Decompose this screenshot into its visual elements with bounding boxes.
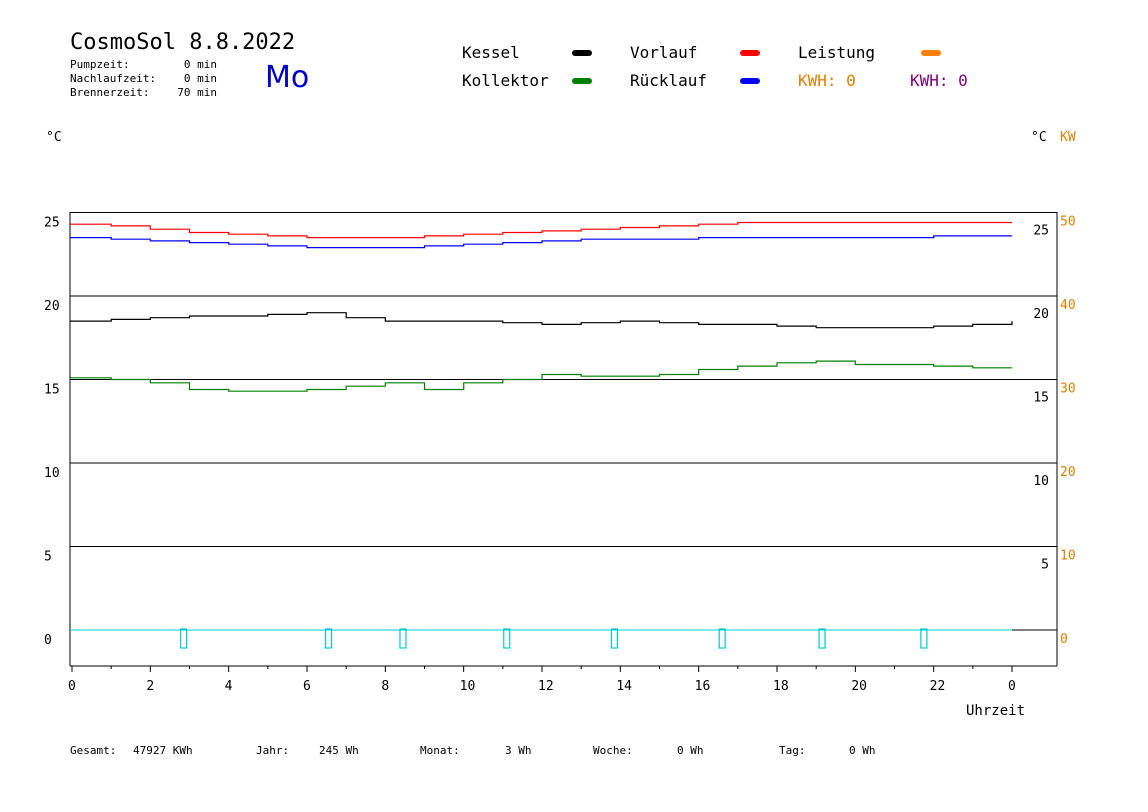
- footer-gesamt-label: Gesamt:: [70, 744, 117, 757]
- legend-kessel-label: Kessel: [462, 43, 520, 62]
- y2-tick-label: 0: [1060, 632, 1068, 647]
- stat-nachlaufzeit-value: 0 min: [183, 72, 217, 85]
- legend-ruecklauf-swatch: [740, 78, 760, 84]
- x-tick-label: 22: [930, 679, 946, 694]
- legend-vorlauf-swatch: [740, 50, 760, 56]
- pump-marker: [399, 628, 407, 649]
- y-right-tick-label: 20: [1033, 307, 1049, 322]
- y-tick-label: 15: [44, 383, 60, 398]
- right-unit-label: °C: [1031, 130, 1047, 145]
- x-tick-label: 14: [616, 679, 632, 694]
- y-right-tick-label: 10: [1033, 474, 1049, 489]
- x-tick-label: 20: [851, 679, 867, 694]
- y-tick-label: 25: [44, 216, 60, 231]
- x-tick-label: 12: [538, 679, 554, 694]
- series-line-vorlauf: [70, 221, 1012, 239]
- pump-marker: [180, 628, 188, 649]
- pump-marker: [818, 628, 826, 649]
- y-tick-label: 0: [44, 633, 52, 648]
- y-tick-label: 10: [44, 466, 60, 481]
- x-tick-label: 6: [303, 679, 311, 694]
- x-tick-label: 0: [1008, 679, 1016, 694]
- y2-tick-label: 10: [1060, 549, 1076, 564]
- stat-pumpzeit-label: Pumpzeit:: [70, 58, 130, 71]
- footer-tag-label: Tag:: [779, 744, 806, 757]
- stat-nachlaufzeit-label: Nachlaufzeit:: [70, 72, 157, 85]
- stat-brennerzeit-value: 70 min: [177, 86, 217, 99]
- x-axis-label: Uhrzeit: [966, 703, 1025, 719]
- legend-kessel-swatch: [572, 50, 592, 56]
- footer-jahr-value: 245 Wh: [319, 744, 359, 757]
- y2-tick-label: 20: [1060, 465, 1076, 480]
- y2-tick-label: 30: [1060, 382, 1076, 397]
- footer-jahr-label: Jahr:: [256, 744, 290, 757]
- y2-tick-label: 40: [1060, 298, 1076, 313]
- footer-woche-value: 0 Wh: [677, 744, 704, 757]
- chart-title: CosmoSol 8.8.2022: [70, 30, 296, 55]
- x-tick-label: 18: [773, 679, 789, 694]
- weekday-label: Mo: [265, 60, 310, 95]
- left-unit-label: °C: [46, 130, 62, 145]
- x-tick-label: 16: [695, 679, 711, 694]
- y-tick-label: 5: [44, 550, 52, 565]
- kwh-purple-label: KWH: 0: [910, 71, 968, 90]
- pump-marker: [503, 628, 511, 649]
- footer-monat-label: Monat:: [420, 744, 460, 757]
- y2-tick-label: 50: [1060, 215, 1076, 230]
- series-line-kollektor: [70, 360, 1012, 392]
- x-tick-label: 4: [225, 679, 233, 694]
- kwh-orange-label: KWH: 0: [798, 71, 856, 90]
- pump-marker: [610, 628, 619, 649]
- series-line-rücklauf: [70, 235, 1012, 249]
- x-tick-label: 10: [460, 679, 476, 694]
- footer-gesamt-value: 47927 KWh: [133, 744, 193, 757]
- y-tick-label: 20: [44, 299, 60, 314]
- x-tick-label: 8: [381, 679, 389, 694]
- stat-pumpzeit-value: 0 min: [183, 58, 217, 71]
- y-right-tick-label: 25: [1033, 224, 1049, 239]
- legend-kollektor-swatch: [572, 78, 592, 84]
- pump-marker: [920, 628, 928, 649]
- series-line-kessel: [70, 312, 1013, 329]
- stat-brennerzeit-label: Brennerzeit:: [70, 86, 150, 99]
- legend-ruecklauf-label: Rücklauf: [630, 71, 708, 90]
- x-tick-label: 2: [146, 679, 154, 694]
- legend-leistung-swatch: [921, 50, 941, 56]
- footer-monat-value: 3 Wh: [505, 744, 532, 757]
- legend-kollektor-label: Kollektor: [462, 71, 549, 90]
- y-right-tick-label: 5: [1041, 558, 1049, 573]
- footer-woche-label: Woche:: [593, 744, 633, 757]
- x-tick-label: 0: [68, 679, 76, 694]
- right-unit2-label: KW: [1060, 130, 1076, 145]
- legend-vorlauf-label: Vorlauf: [630, 43, 698, 62]
- pump-marker: [324, 628, 333, 649]
- y-right-tick-label: 15: [1033, 391, 1049, 406]
- footer-tag-value: 0 Wh: [849, 744, 876, 757]
- pump-marker: [718, 628, 726, 649]
- legend-leistung-label: Leistung: [798, 43, 876, 62]
